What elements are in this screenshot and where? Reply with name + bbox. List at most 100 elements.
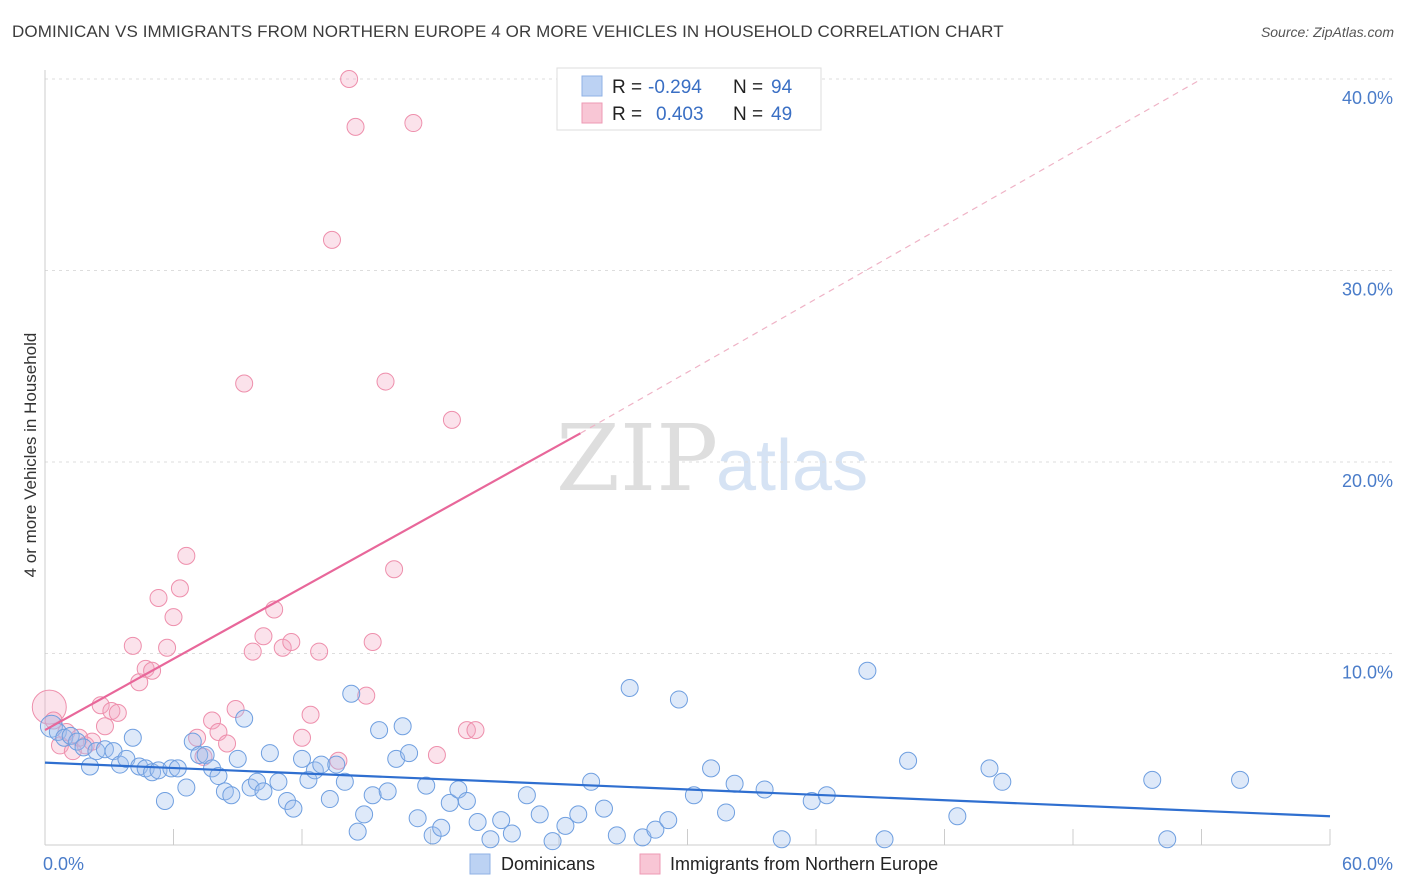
- gridlines: [45, 78, 1395, 654]
- data-point-dominicans: [948, 807, 967, 826]
- data-point-dominicans: [669, 690, 688, 709]
- trend-lines: [44, 78, 1331, 818]
- data-point-immigrants: [177, 546, 196, 565]
- data-point-dominicans: [502, 824, 521, 843]
- data-point-dominicans: [620, 678, 639, 697]
- data-point-dominicans: [370, 721, 389, 740]
- data-point-dominicans: [209, 767, 228, 786]
- x-tick-labels: 0.0% 60.0%: [43, 854, 1393, 874]
- legend-label-dominicans: Dominicans: [501, 854, 595, 874]
- data-point-dominicans: [260, 744, 279, 763]
- data-point-dominicans: [569, 805, 588, 824]
- legend-label-immigrants: Immigrants from Northern Europe: [670, 854, 938, 874]
- legend-swatch-blue: [581, 75, 603, 97]
- y-tick-label: 40.0%: [1342, 88, 1393, 108]
- data-point-dominicans: [717, 803, 736, 822]
- data-point-immigrants: [243, 642, 262, 661]
- legend-r-value-pink: 0.403: [656, 104, 704, 125]
- data-point-immigrants: [293, 728, 311, 747]
- trend-line-immigrants-extension: [580, 78, 1202, 434]
- data-point-dominicans: [432, 818, 451, 837]
- data-point-immigrants: [254, 627, 273, 646]
- y-axis-title: 4 or more Vehicles in Household: [21, 333, 40, 578]
- data-point-dominicans: [607, 826, 626, 845]
- data-point-dominicans: [248, 772, 267, 791]
- data-point-immigrants: [363, 633, 382, 652]
- data-point-immigrants: [164, 608, 183, 627]
- data-point-dominicans: [980, 759, 999, 778]
- data-point-immigrants: [282, 633, 301, 652]
- series-legend: Dominicans Immigrants from Northern Euro…: [469, 853, 938, 875]
- data-point-dominicans: [517, 786, 536, 805]
- source-credit: Source: ZipAtlas.com: [1260, 24, 1394, 40]
- data-point-immigrants: [235, 374, 254, 393]
- legend-r-label: R =: [612, 77, 642, 98]
- data-point-immigrants: [102, 701, 121, 720]
- data-point-dominicans: [646, 820, 665, 839]
- data-point-dominicans: [556, 816, 575, 835]
- data-point-dominicans: [222, 786, 241, 805]
- series-dominicans: [39, 661, 1250, 851]
- data-point-dominicans: [228, 749, 247, 768]
- data-point-dominicans: [875, 830, 894, 849]
- data-point-dominicans: [582, 772, 601, 791]
- data-point-dominicans: [530, 805, 549, 824]
- legend-swatch-pink: [581, 102, 603, 124]
- data-point-immigrants: [31, 689, 67, 725]
- data-point-dominicans: [80, 757, 99, 776]
- data-point-dominicans: [269, 772, 288, 791]
- data-point-dominicans: [858, 661, 877, 680]
- data-point-dominicans: [993, 772, 1012, 791]
- data-point-immigrants: [442, 410, 461, 429]
- watermark-zip: ZIP: [556, 405, 718, 512]
- data-point-dominicans: [363, 786, 382, 805]
- data-point-dominicans: [177, 778, 196, 797]
- data-point-dominicans: [327, 755, 346, 774]
- data-point-immigrants: [301, 705, 320, 724]
- data-point-immigrants: [170, 579, 189, 598]
- data-point-immigrants: [149, 588, 168, 607]
- data-point-dominicans: [342, 684, 361, 703]
- data-point-immigrants: [158, 638, 177, 657]
- legend-r-label: R =: [612, 104, 642, 125]
- data-point-dominicans: [278, 791, 297, 810]
- data-point-dominicans: [355, 805, 374, 824]
- data-point-immigrants: [427, 745, 446, 764]
- legend-swatch-dominicans: [469, 853, 491, 875]
- legend-n-value-blue: 94: [771, 77, 793, 98]
- data-point-dominicans: [235, 709, 254, 728]
- watermark: ZIP atlas: [556, 405, 868, 512]
- data-point-immigrants: [385, 560, 404, 579]
- data-point-dominicans: [348, 822, 367, 841]
- series-immigrants-northern-europe: [31, 70, 485, 770]
- data-point-dominicans: [594, 799, 613, 818]
- trend-line-immigrants: [44, 432, 581, 732]
- y-tick-label: 30.0%: [1342, 280, 1393, 300]
- legend-n-label: N =: [733, 104, 763, 125]
- y-tick-label: 20.0%: [1342, 471, 1393, 491]
- data-point-dominicans: [772, 830, 791, 849]
- data-point-dominicans: [123, 728, 142, 747]
- legend-n-value-pink: 49: [771, 104, 792, 125]
- watermark-atlas: atlas: [716, 426, 868, 506]
- data-point-immigrants: [357, 686, 376, 705]
- data-point-dominicans: [335, 772, 354, 791]
- data-point-dominicans: [755, 780, 774, 799]
- data-point-dominicans: [725, 774, 744, 793]
- legend-r-value-blue: -0.294: [648, 77, 702, 98]
- data-point-immigrants: [203, 711, 222, 730]
- y-tick-labels: 10.0% 20.0% 30.0% 40.0%: [1342, 88, 1393, 683]
- data-point-immigrants: [310, 642, 329, 661]
- data-point-dominicans: [492, 811, 511, 830]
- data-point-dominicans: [393, 717, 412, 736]
- data-point-dominicans: [284, 799, 303, 818]
- x-tick-label: 60.0%: [1342, 854, 1393, 874]
- axes: [44, 70, 1331, 846]
- data-point-immigrants: [322, 230, 341, 249]
- legend-n-label: N =: [733, 77, 763, 98]
- y-tick-label: 10.0%: [1342, 663, 1393, 683]
- trend-line-dominicans: [44, 761, 1331, 818]
- data-point-dominicans: [1143, 770, 1162, 789]
- data-point-dominicans: [299, 770, 318, 789]
